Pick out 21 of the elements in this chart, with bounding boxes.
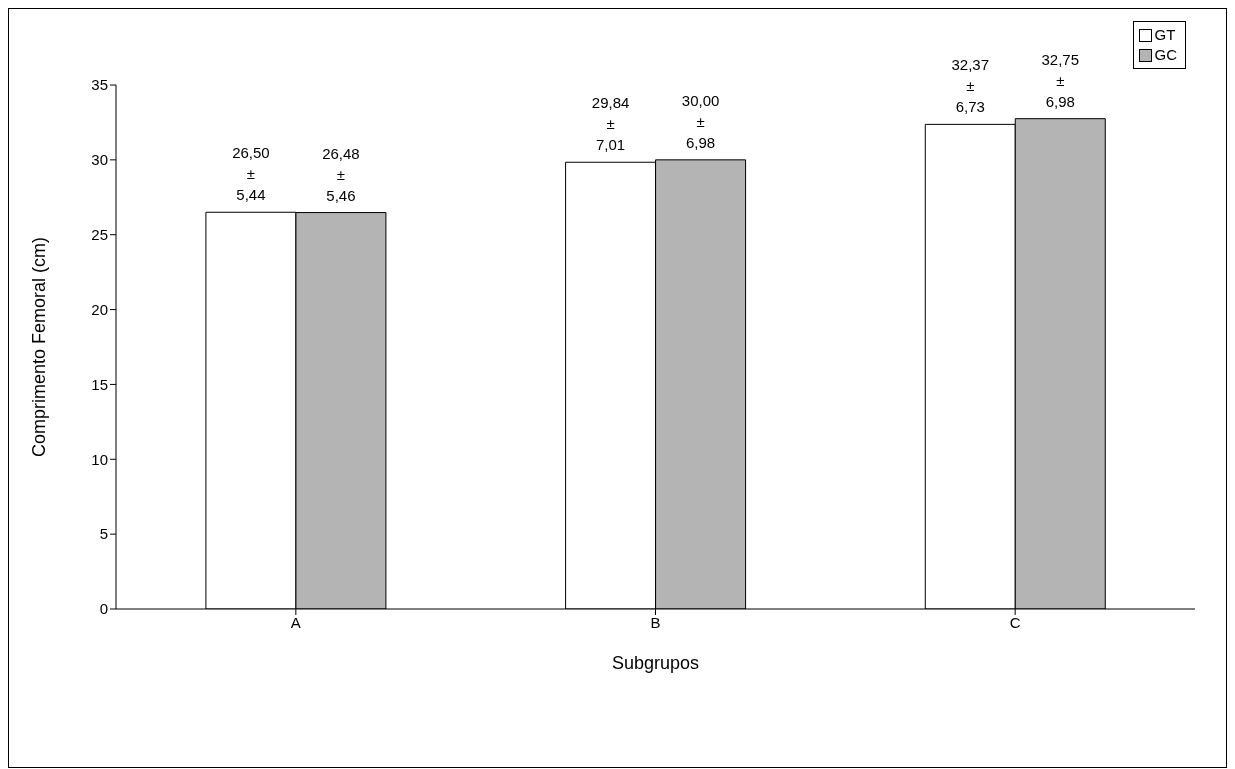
y-tick-label: 5 <box>99 525 108 543</box>
data-label: 30,00 ± 6,98 <box>681 91 720 151</box>
y-tick-label: 30 <box>91 151 108 169</box>
y-axis-title: Comprimento Femoral (cm) <box>29 236 50 458</box>
x-axis-title: Subgrupos <box>611 653 700 673</box>
data-label: 26,48 ± 5,46 <box>322 144 360 204</box>
y-tick-label: 25 <box>91 226 108 244</box>
data-label: 29,84 ± 7,01 <box>591 94 630 154</box>
x-tick-label: A <box>290 613 301 631</box>
y-tick-label: 0 <box>99 600 108 618</box>
y-tick-label: 20 <box>91 300 108 318</box>
legend-label: GT <box>1154 25 1176 45</box>
data-label: 26,50 ± 5,44 <box>232 144 270 204</box>
data-label: 32,37 ± 6,73 <box>951 56 990 116</box>
x-tick-label: B <box>650 613 661 631</box>
legend-label: GC <box>1154 45 1177 65</box>
data-label: 32,75 ± 6,98 <box>1041 50 1080 110</box>
y-tick-label: 15 <box>91 375 108 393</box>
y-tick-label: 35 <box>91 76 108 94</box>
y-tick-label: 10 <box>91 450 108 468</box>
x-tick-label: C <box>1009 613 1021 631</box>
